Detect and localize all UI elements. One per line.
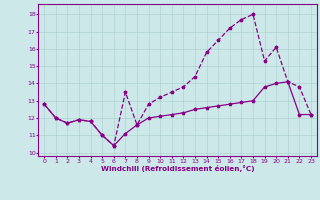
X-axis label: Windchill (Refroidissement éolien,°C): Windchill (Refroidissement éolien,°C) bbox=[101, 165, 254, 172]
